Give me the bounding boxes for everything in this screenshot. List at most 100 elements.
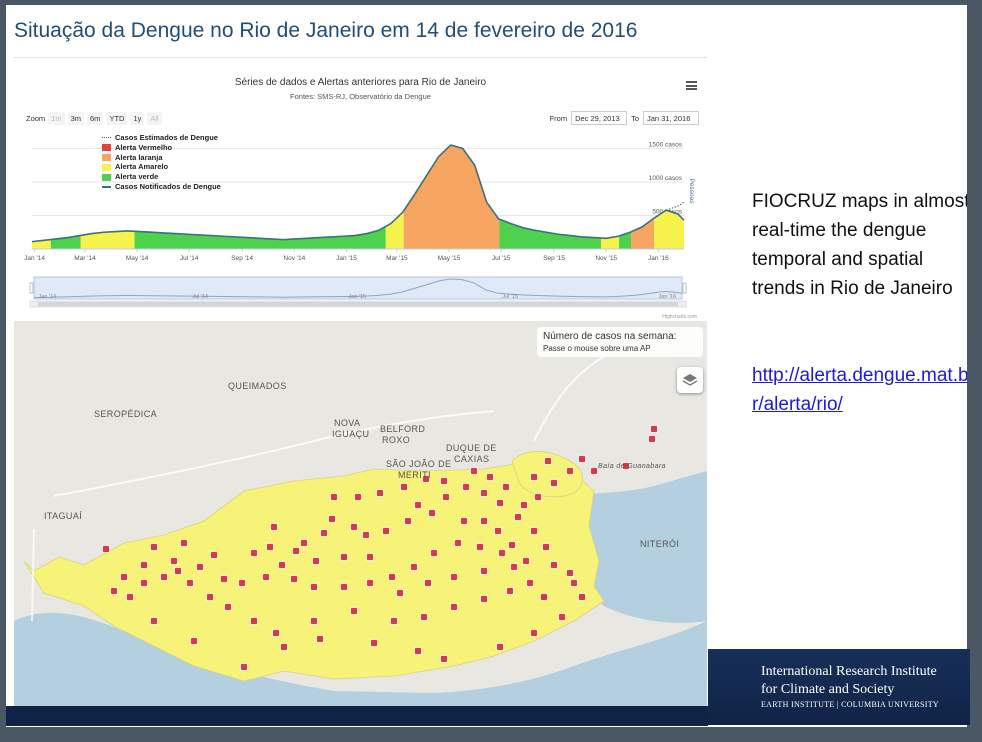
case-marker-icon[interactable] [414, 501, 422, 509]
case-marker-icon[interactable] [506, 587, 514, 595]
case-marker-icon[interactable] [300, 539, 308, 547]
case-marker-icon[interactable] [550, 479, 558, 487]
case-marker-icon[interactable] [498, 549, 506, 557]
case-marker-icon[interactable] [540, 593, 548, 601]
case-marker-icon[interactable] [648, 435, 656, 443]
case-marker-icon[interactable] [240, 663, 248, 671]
case-marker-icon[interactable] [410, 563, 418, 571]
case-marker-icon[interactable] [480, 595, 488, 603]
dengue-map[interactable]: QUEIMADOS SEROPÉDICA NOVA IGUAÇU BELFORD… [14, 321, 707, 709]
case-marker-icon[interactable] [440, 477, 448, 485]
case-marker-icon[interactable] [102, 545, 110, 553]
case-marker-icon[interactable] [440, 655, 448, 663]
case-marker-icon[interactable] [366, 579, 374, 587]
case-marker-icon[interactable] [150, 617, 158, 625]
case-marker-icon[interactable] [126, 593, 134, 601]
case-marker-icon[interactable] [502, 483, 510, 491]
case-marker-icon[interactable] [312, 557, 320, 565]
case-marker-icon[interactable] [292, 547, 300, 555]
case-marker-icon[interactable] [454, 539, 462, 547]
case-marker-icon[interactable] [590, 467, 598, 475]
case-marker-icon[interactable] [272, 629, 280, 637]
case-marker-icon[interactable] [250, 549, 258, 557]
case-marker-icon[interactable] [350, 607, 358, 615]
chart-menu-icon[interactable] [686, 81, 697, 90]
case-marker-icon[interactable] [354, 493, 362, 501]
case-marker-icon[interactable] [520, 501, 528, 509]
case-marker-icon[interactable] [566, 569, 574, 577]
zoom-ytd-button[interactable]: YTD [106, 112, 128, 125]
zoom-all-button[interactable]: All [147, 112, 162, 125]
case-marker-icon[interactable] [422, 475, 430, 483]
layers-button[interactable] [677, 367, 703, 393]
case-marker-icon[interactable] [140, 579, 148, 587]
case-marker-icon[interactable] [424, 579, 432, 587]
case-marker-icon[interactable] [238, 579, 246, 587]
case-marker-icon[interactable] [340, 553, 348, 561]
legend-item-yellow[interactable]: Alerta Amarelo [102, 162, 221, 172]
case-marker-icon[interactable] [566, 467, 574, 475]
case-marker-icon[interactable] [558, 613, 566, 621]
case-marker-icon[interactable] [270, 523, 278, 531]
case-marker-icon[interactable] [480, 489, 488, 497]
case-marker-icon[interactable] [290, 575, 298, 583]
case-marker-icon[interactable] [400, 483, 408, 491]
case-marker-icon[interactable] [278, 561, 286, 569]
case-marker-icon[interactable] [328, 515, 336, 523]
alerta-dengue-link[interactable]: http://alerta.dengue.mat.br/alerta/rio/ [752, 365, 967, 415]
case-marker-icon[interactable] [530, 527, 538, 535]
case-marker-icon[interactable] [480, 567, 488, 575]
case-marker-icon[interactable] [570, 579, 578, 587]
case-marker-icon[interactable] [578, 593, 586, 601]
case-marker-icon[interactable] [160, 573, 168, 581]
case-marker-icon[interactable] [366, 553, 374, 561]
to-date-input[interactable] [643, 111, 699, 125]
case-marker-icon[interactable] [578, 455, 586, 463]
case-marker-icon[interactable] [330, 493, 338, 501]
case-marker-icon[interactable] [320, 529, 328, 537]
case-marker-icon[interactable] [450, 573, 458, 581]
case-marker-icon[interactable] [210, 551, 218, 559]
case-markers[interactable] [102, 425, 658, 671]
map-canvas[interactable] [14, 321, 707, 709]
case-marker-icon[interactable] [174, 567, 182, 575]
case-marker-icon[interactable] [196, 563, 204, 571]
case-marker-icon[interactable] [190, 637, 198, 645]
case-marker-icon[interactable] [140, 561, 148, 569]
case-marker-icon[interactable] [266, 543, 274, 551]
case-marker-icon[interactable] [262, 573, 270, 581]
case-marker-icon[interactable] [280, 643, 288, 651]
case-marker-icon[interactable] [388, 573, 396, 581]
case-marker-icon[interactable] [530, 473, 538, 481]
case-marker-icon[interactable] [476, 543, 484, 551]
legend-item-estimated[interactable]: Casos Estimados de Dengue [102, 133, 221, 143]
case-marker-icon[interactable] [110, 587, 118, 595]
case-marker-icon[interactable] [496, 643, 504, 651]
case-marker-icon[interactable] [496, 499, 504, 507]
case-marker-icon[interactable] [428, 509, 436, 517]
zoom-6m-button[interactable]: 6m [87, 112, 104, 125]
case-marker-icon[interactable] [470, 467, 478, 475]
legend-item-red[interactable]: Alerta Vermelho [102, 143, 221, 153]
case-marker-icon[interactable] [522, 557, 530, 565]
case-marker-icon[interactable] [390, 617, 398, 625]
case-marker-icon[interactable] [430, 549, 438, 557]
case-marker-icon[interactable] [206, 593, 214, 601]
case-marker-icon[interactable] [376, 489, 384, 497]
case-marker-icon[interactable] [350, 523, 358, 531]
case-marker-icon[interactable] [514, 513, 522, 521]
case-marker-icon[interactable] [316, 635, 324, 643]
case-marker-icon[interactable] [362, 531, 370, 539]
zoom-3m-button[interactable]: 3m [67, 112, 85, 125]
chart-credits[interactable]: Highcharts.com [662, 314, 697, 320]
case-marker-icon[interactable] [250, 617, 258, 625]
case-marker-icon[interactable] [494, 527, 502, 535]
case-marker-icon[interactable] [382, 527, 390, 535]
case-marker-icon[interactable] [310, 583, 318, 591]
case-marker-icon[interactable] [530, 629, 538, 637]
case-marker-icon[interactable] [480, 517, 488, 525]
zoom-1y-button[interactable]: 1y [130, 112, 145, 125]
case-marker-icon[interactable] [420, 613, 428, 621]
legend-item-notified[interactable]: Casos Notificados de Dengue [102, 182, 221, 192]
legend-item-orange[interactable]: Alerta laranja [102, 153, 221, 163]
